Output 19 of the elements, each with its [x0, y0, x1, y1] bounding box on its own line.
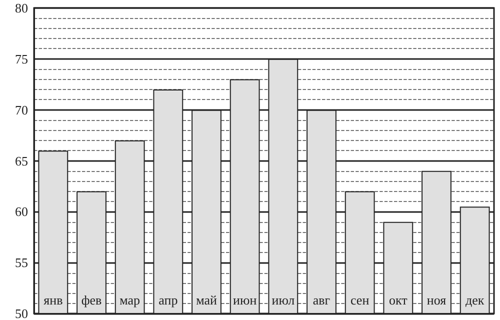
y-tick-label: 55	[15, 255, 28, 270]
x-tick-label: фев	[81, 292, 102, 308]
x-tick-label: мар	[120, 292, 140, 308]
x-tick-label: авг	[312, 292, 330, 308]
y-tick-label: 60	[15, 204, 28, 220]
y-tick-label: 75	[15, 51, 28, 66]
x-tick-label: дек	[465, 292, 485, 308]
y-tick-label: 50	[15, 306, 28, 320]
y-tick-label: 70	[15, 102, 28, 118]
x-tick-label: окт	[389, 292, 408, 308]
x-tick-label: май	[196, 292, 217, 308]
x-tick-label: сен	[350, 292, 370, 308]
x-tick-label: янв	[44, 292, 63, 308]
y-tick-label: 80	[15, 0, 28, 16]
y-tick-label: 65	[15, 153, 28, 168]
x-tick-label: июл	[272, 292, 296, 308]
x-tick-label: ноя	[426, 292, 446, 308]
x-tick-label: июн	[233, 292, 257, 308]
x-tick-label: апр	[158, 292, 178, 308]
